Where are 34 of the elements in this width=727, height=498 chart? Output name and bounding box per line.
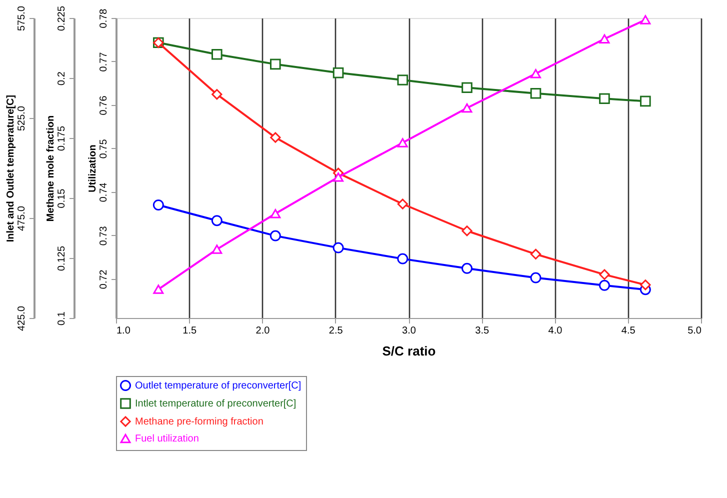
x-tick-label: 4.0: [548, 326, 563, 336]
y3-tick-label: 0.77: [98, 52, 110, 72]
x-tick-label: 2.5: [328, 326, 344, 336]
y3-tick-label: 0.78: [98, 8, 110, 28]
y2-tick-label: 0.175: [56, 126, 68, 152]
x-tick-label: 4.5: [621, 326, 636, 336]
y3-axis-title: Utilization: [88, 144, 98, 192]
y-tick-label: 425.0: [16, 306, 28, 332]
x-tick-label: 1.0: [116, 326, 131, 336]
x-tick-label: 3.5: [475, 326, 490, 336]
y3-tick-label: 0.72: [98, 269, 110, 290]
x-tick-label: 2.0: [256, 326, 270, 336]
y3-tick-label: 0.73: [98, 226, 110, 246]
legend-label: Intlet temperature of preconverter[C]: [135, 398, 296, 410]
y2-axis-title: Methane mole fraction: [46, 115, 56, 222]
legend-label: Fuel utilization: [135, 434, 199, 444]
y2-tick-label: 0.225: [56, 6, 68, 32]
y-axis-title: Inlet and Outlet temperature[C]: [6, 94, 16, 242]
y2-tick-label: 0.125: [56, 246, 68, 272]
x-tick-label: 3.0: [402, 326, 416, 336]
y2-tick-label: 0.2: [56, 71, 68, 86]
x-tick-label: 5.0: [688, 326, 702, 336]
y-tick-label: 575.0: [16, 6, 28, 32]
y-tick-label: 525.0: [16, 106, 28, 132]
y2-tick-label: 0.1: [56, 311, 68, 326]
legend-label: Outlet temperature of preconverter[C]: [135, 380, 302, 392]
y-tick-label: 475.0: [16, 206, 28, 232]
x-tick-label: 1.5: [182, 326, 198, 336]
legend-label: Methane pre-forming fraction: [135, 416, 264, 428]
y3-tick-label: 0.76: [98, 95, 110, 116]
y3-tick-label: 0.74: [98, 182, 110, 202]
y3-tick-label: 0.75: [98, 138, 110, 159]
x-axis-title: S/C ratio: [382, 344, 436, 358]
y2-tick-label: 0.15: [56, 188, 68, 208]
